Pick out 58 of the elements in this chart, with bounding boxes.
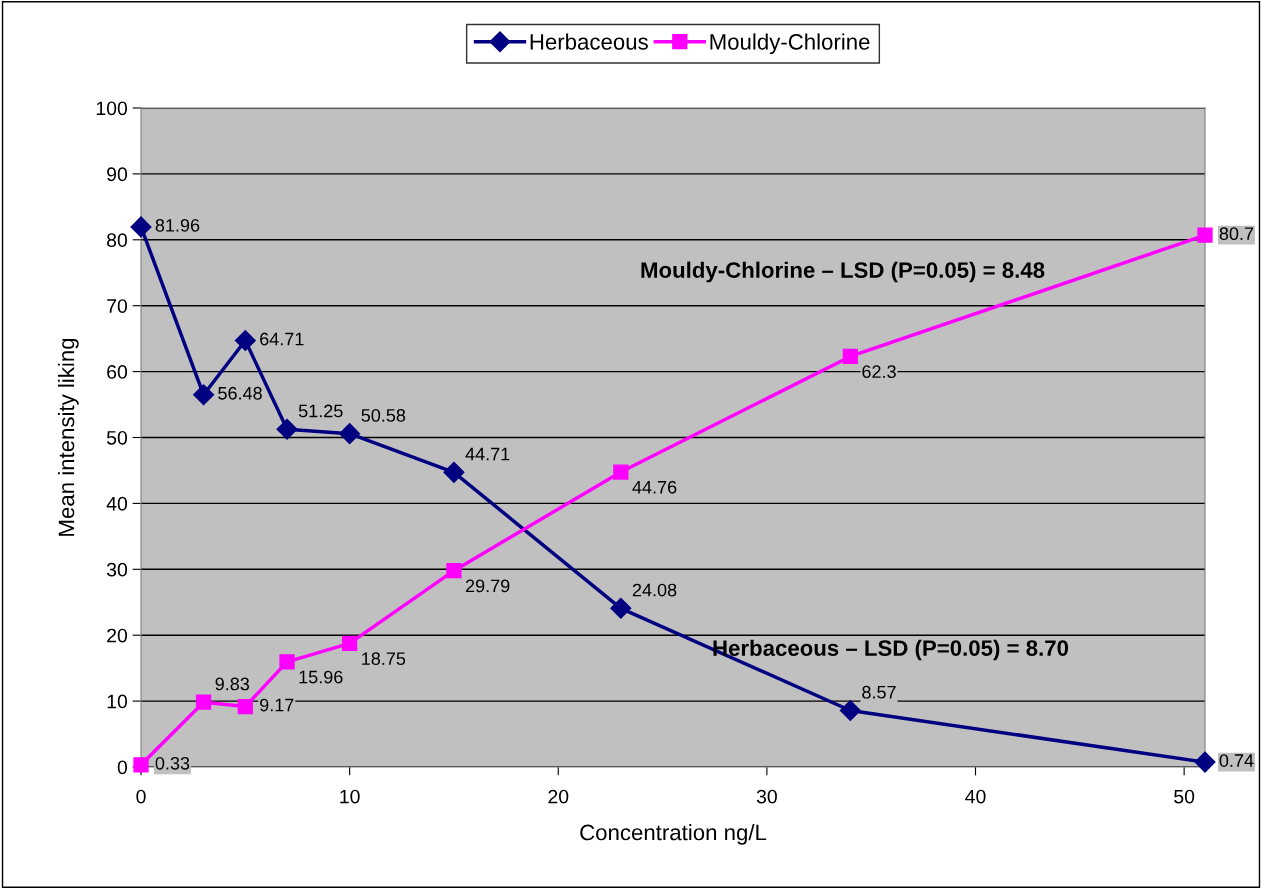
data-label: 44.71 bbox=[465, 447, 510, 461]
y-tick-label: 40 bbox=[106, 496, 128, 511]
data-label: 64.71 bbox=[260, 332, 304, 346]
x-tick-label: 40 bbox=[965, 789, 986, 804]
data-label: 44.76 bbox=[632, 480, 677, 494]
point bbox=[1194, 751, 1216, 773]
y-tick-label: 60 bbox=[107, 365, 128, 379]
point bbox=[195, 694, 212, 710]
y-tick-label: 30 bbox=[106, 562, 128, 577]
point bbox=[1197, 227, 1213, 243]
y-tick-label: 0 bbox=[117, 760, 128, 775]
point bbox=[279, 654, 295, 670]
data-label: 50.58 bbox=[361, 408, 406, 422]
data-label: 0.74 bbox=[1219, 754, 1254, 767]
point bbox=[443, 461, 465, 483]
data-label: 8.57 bbox=[862, 685, 896, 699]
point bbox=[613, 464, 629, 480]
data-label: 80.7 bbox=[1219, 227, 1254, 241]
y-tick-label: 20 bbox=[107, 628, 128, 643]
x-tick-label: 50 bbox=[1174, 789, 1195, 804]
point bbox=[341, 635, 358, 652]
point bbox=[839, 700, 861, 722]
data-label: 29.79 bbox=[465, 579, 510, 593]
data-label: 24.08 bbox=[632, 583, 677, 597]
data-label: 81.96 bbox=[155, 218, 200, 232]
annotation: Herbaceous – LSD (P=0.05) = 8.70 bbox=[713, 639, 1069, 661]
y-tick-label: 100 bbox=[96, 101, 128, 116]
data-label: 9.83 bbox=[215, 677, 250, 691]
point bbox=[237, 698, 253, 715]
point bbox=[842, 348, 858, 365]
data-label: 0.33 bbox=[155, 756, 190, 770]
y-tick-label: 90 bbox=[107, 167, 128, 182]
point bbox=[446, 563, 462, 579]
x-axis-title: Concentration ng/L bbox=[580, 824, 767, 845]
point bbox=[276, 418, 298, 440]
data-label: 56.48 bbox=[218, 386, 262, 400]
point bbox=[339, 423, 361, 445]
point bbox=[234, 330, 256, 352]
y-tick-label: 10 bbox=[107, 694, 128, 709]
annotation: Mouldy-Chlorine – LSD (P=0.05) = 8.48 bbox=[641, 261, 1045, 283]
x-tick-label: 30 bbox=[756, 789, 777, 804]
data-label: 18.75 bbox=[362, 652, 406, 666]
legend-label: Herbaceous bbox=[530, 33, 648, 50]
data-label: 62.3 bbox=[862, 365, 896, 379]
legend-label: Mouldy-Chlorine bbox=[710, 33, 870, 55]
data-label: 51.25 bbox=[298, 404, 343, 418]
y-axis-title: Mean intensity liking bbox=[57, 338, 79, 536]
x-tick-label: 20 bbox=[548, 789, 569, 804]
data-label: 15.96 bbox=[299, 670, 343, 684]
data-label: 9.17 bbox=[260, 698, 294, 712]
point bbox=[130, 216, 152, 238]
y-tick-label: 80 bbox=[107, 233, 128, 248]
point bbox=[610, 597, 632, 619]
y-tick-label: 50 bbox=[106, 430, 128, 445]
x-tick-label: 0 bbox=[136, 789, 146, 804]
x-tick-label: 10 bbox=[340, 789, 360, 804]
point bbox=[193, 384, 215, 406]
y-tick-label: 70 bbox=[107, 299, 128, 313]
